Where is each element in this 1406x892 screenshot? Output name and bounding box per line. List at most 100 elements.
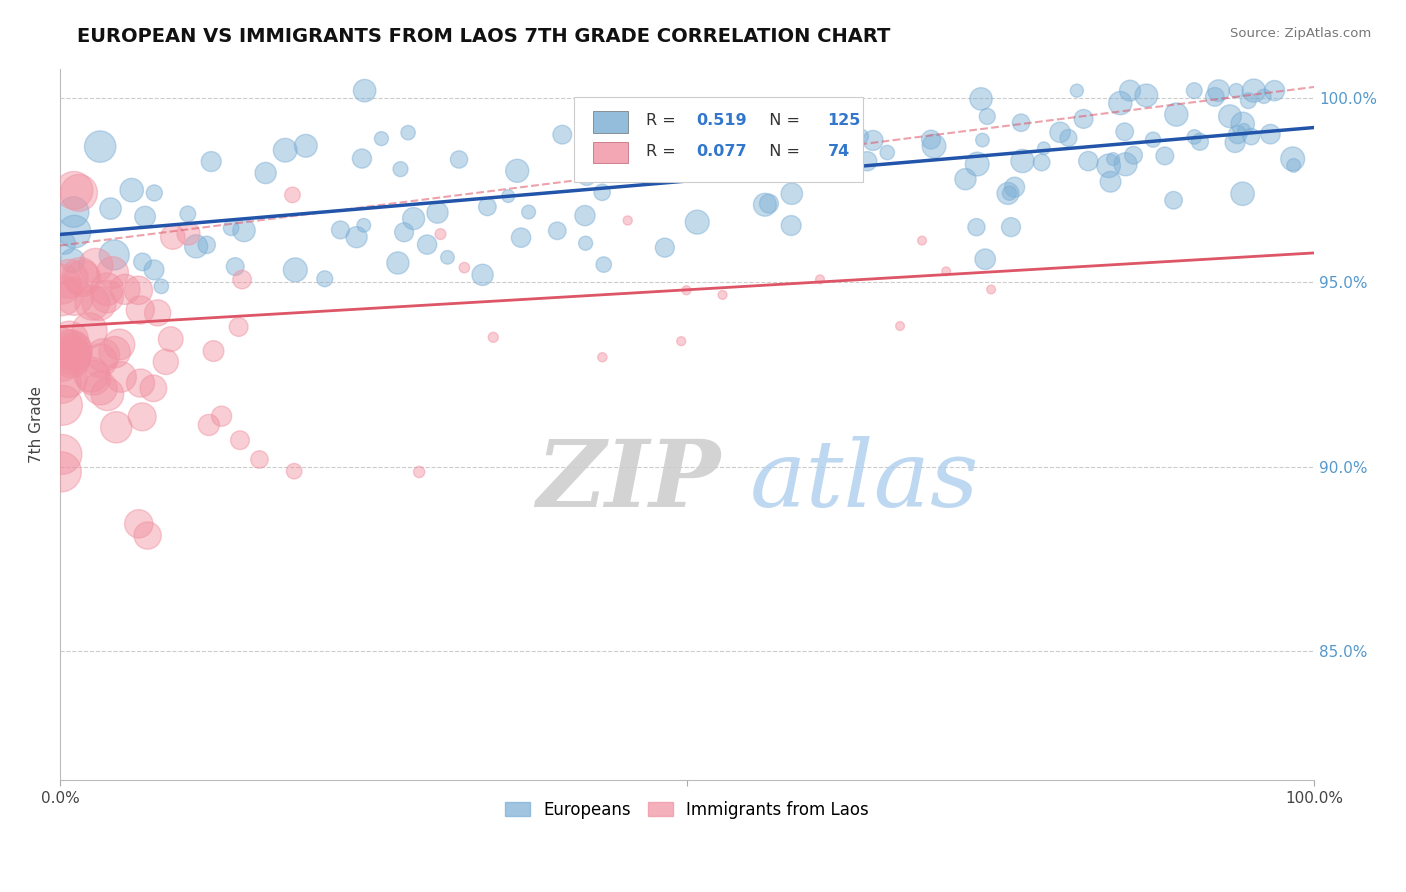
Text: 74: 74 bbox=[828, 145, 849, 160]
Point bbox=[233, 223, 256, 237]
Point bbox=[200, 154, 222, 169]
Point bbox=[1109, 96, 1132, 111]
Point bbox=[89, 353, 111, 368]
FancyBboxPatch shape bbox=[593, 142, 628, 163]
Point bbox=[920, 132, 942, 146]
Point bbox=[392, 225, 415, 239]
Text: 0.519: 0.519 bbox=[696, 113, 747, 128]
Point bbox=[96, 282, 118, 296]
Point bbox=[224, 260, 246, 274]
Point bbox=[184, 239, 207, 253]
Point bbox=[997, 186, 1019, 201]
Point bbox=[350, 152, 373, 166]
Point bbox=[1066, 84, 1088, 98]
Point bbox=[1142, 133, 1164, 147]
Point bbox=[96, 290, 118, 304]
Point bbox=[89, 139, 111, 153]
Point bbox=[1073, 112, 1095, 126]
Point bbox=[80, 368, 103, 382]
Point bbox=[856, 154, 879, 169]
Point bbox=[329, 223, 352, 237]
Point bbox=[980, 283, 1002, 297]
Text: 125: 125 bbox=[828, 113, 860, 128]
Point bbox=[83, 370, 105, 384]
Point bbox=[51, 354, 73, 368]
Point bbox=[58, 334, 80, 348]
Point bbox=[1102, 152, 1125, 166]
Point bbox=[1114, 125, 1136, 139]
Point bbox=[202, 344, 225, 359]
Point bbox=[675, 283, 697, 297]
Point bbox=[108, 337, 131, 351]
Text: Source: ZipAtlas.com: Source: ZipAtlas.com bbox=[1230, 27, 1371, 40]
Point bbox=[1077, 154, 1099, 169]
Point bbox=[935, 264, 957, 278]
Point bbox=[862, 133, 884, 147]
Point bbox=[162, 230, 184, 244]
Point bbox=[396, 126, 419, 140]
Point bbox=[1000, 220, 1022, 235]
Point bbox=[607, 129, 630, 144]
Point bbox=[574, 209, 596, 223]
Point bbox=[1099, 175, 1122, 189]
Text: R =: R = bbox=[645, 113, 681, 128]
Point bbox=[889, 318, 911, 333]
Point bbox=[911, 234, 934, 248]
Point bbox=[922, 139, 945, 153]
Point bbox=[966, 157, 988, 171]
Text: 0.077: 0.077 bbox=[696, 145, 747, 160]
Point bbox=[477, 200, 499, 214]
Point bbox=[62, 205, 84, 219]
Point bbox=[436, 250, 458, 264]
Point bbox=[82, 295, 104, 310]
Point bbox=[131, 409, 153, 424]
Point bbox=[738, 143, 761, 157]
Point bbox=[453, 260, 475, 275]
Point bbox=[370, 131, 392, 145]
Y-axis label: 7th Grade: 7th Grade bbox=[30, 386, 44, 463]
Point bbox=[965, 220, 987, 235]
Point bbox=[254, 166, 277, 180]
Point bbox=[426, 205, 449, 219]
Point bbox=[970, 92, 993, 106]
Point bbox=[1031, 155, 1053, 169]
Point bbox=[575, 236, 598, 251]
Point bbox=[998, 186, 1021, 201]
Point bbox=[195, 238, 218, 252]
Point bbox=[211, 409, 233, 424]
Point bbox=[89, 381, 111, 395]
Point bbox=[1122, 148, 1144, 162]
Point bbox=[177, 227, 200, 241]
Text: atlas: atlas bbox=[749, 436, 979, 526]
Text: N =: N = bbox=[758, 113, 804, 128]
Point bbox=[1253, 89, 1275, 103]
Point bbox=[1115, 157, 1137, 171]
Point bbox=[1281, 152, 1303, 166]
Point bbox=[735, 163, 758, 178]
Point bbox=[134, 210, 156, 224]
Point bbox=[955, 172, 977, 186]
Point bbox=[711, 288, 734, 302]
Point bbox=[1184, 130, 1206, 145]
Point bbox=[1135, 88, 1157, 103]
Point bbox=[592, 258, 614, 272]
Point bbox=[67, 186, 90, 200]
Point bbox=[51, 398, 73, 412]
Point bbox=[58, 272, 80, 286]
Point bbox=[1226, 128, 1249, 142]
Point bbox=[1119, 84, 1142, 98]
Point bbox=[780, 186, 803, 201]
Point bbox=[1232, 117, 1254, 131]
Point bbox=[758, 196, 780, 211]
Point bbox=[63, 225, 86, 239]
Point bbox=[284, 263, 307, 277]
Point bbox=[416, 237, 439, 252]
Point bbox=[142, 381, 165, 395]
Point bbox=[1232, 186, 1254, 201]
Point bbox=[808, 272, 831, 286]
Point bbox=[314, 272, 336, 286]
Point bbox=[155, 355, 177, 369]
Point bbox=[84, 259, 107, 273]
Point bbox=[150, 279, 173, 293]
Legend: Europeans, Immigrants from Laos: Europeans, Immigrants from Laos bbox=[499, 794, 876, 825]
